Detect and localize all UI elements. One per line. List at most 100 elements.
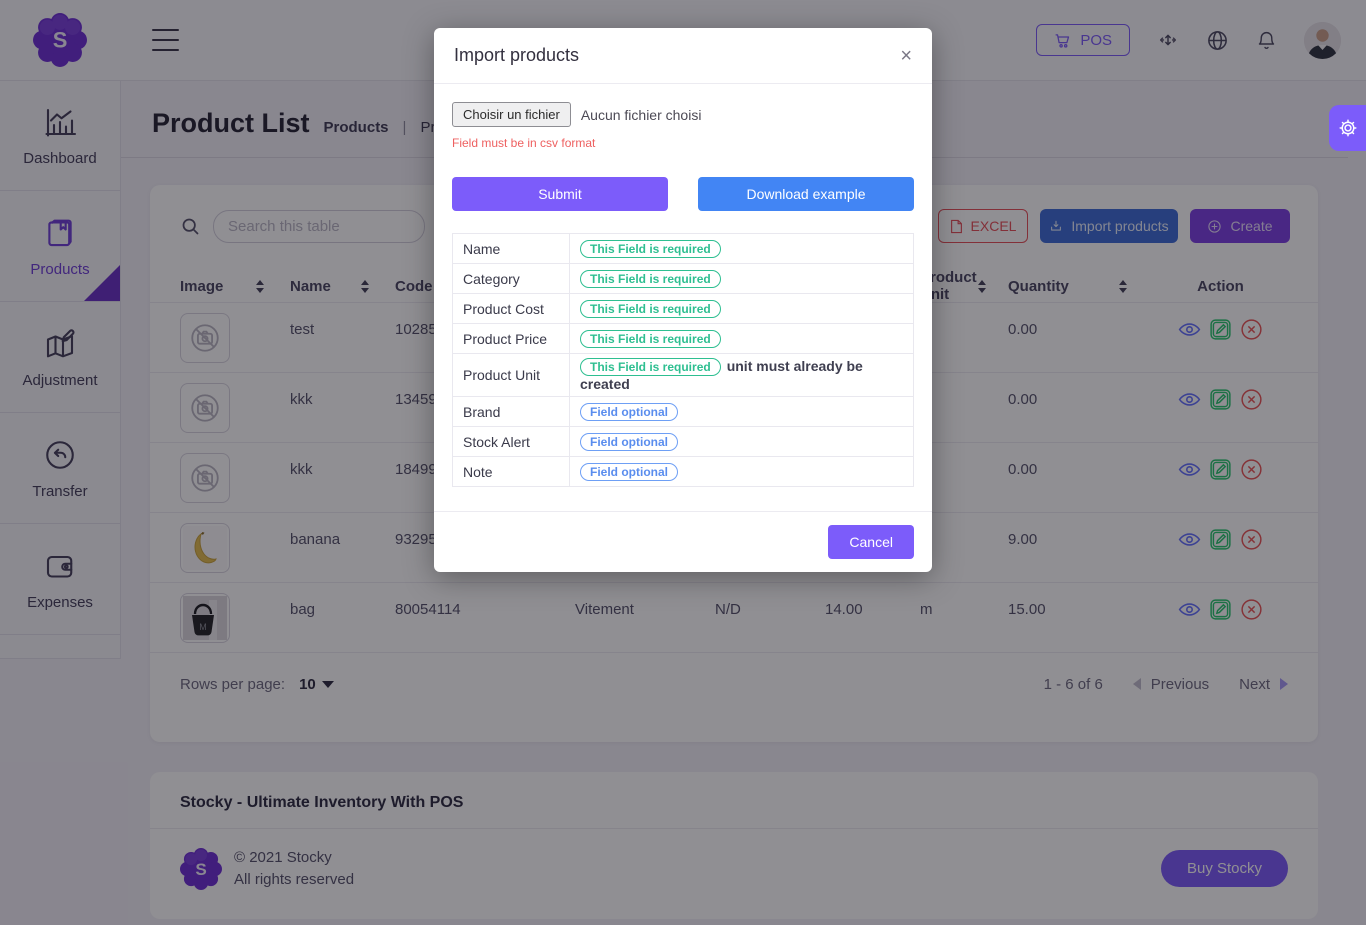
choose-file-button[interactable]: Choisir un fichier bbox=[452, 102, 571, 127]
view-eye-icon[interactable] bbox=[1177, 317, 1202, 342]
field-label: Product Cost bbox=[452, 293, 570, 324]
sidebar: Dashboard Products Adjustment Transfer E… bbox=[0, 80, 121, 659]
required-badge: This Field is required bbox=[580, 299, 721, 318]
cell-code: 18499 bbox=[395, 461, 437, 478]
sort-icon[interactable] bbox=[977, 279, 987, 293]
cell-code: 10285 bbox=[395, 321, 437, 338]
excel-export-button[interactable]: EXCEL bbox=[938, 209, 1028, 243]
notifications-bell-icon[interactable] bbox=[1256, 29, 1277, 52]
optional-badge: Field optional bbox=[580, 432, 678, 451]
sort-icon[interactable] bbox=[1118, 279, 1128, 293]
sort-icon[interactable] bbox=[255, 279, 265, 293]
cell-category: Vitement bbox=[575, 601, 634, 618]
adjustment-map-edit-icon bbox=[42, 326, 78, 362]
menu-toggle-icon[interactable] bbox=[152, 29, 179, 51]
gear-icon bbox=[1337, 117, 1359, 139]
delete-x-icon[interactable] bbox=[1239, 457, 1264, 482]
field-label: Stock Alert bbox=[452, 426, 570, 457]
column-header-quantity[interactable]: Quantity bbox=[1008, 278, 1153, 295]
sidebar-item-transfer[interactable]: Transfer bbox=[0, 413, 120, 524]
view-eye-icon[interactable] bbox=[1177, 457, 1202, 482]
edit-pencil-icon[interactable] bbox=[1208, 317, 1233, 342]
edit-pencil-icon[interactable] bbox=[1208, 597, 1233, 622]
optional-badge: Field optional bbox=[580, 462, 678, 481]
pos-button[interactable]: POS bbox=[1036, 24, 1130, 56]
stocky-logo-icon[interactable]: S bbox=[33, 13, 87, 67]
transfer-arrow-icon bbox=[42, 437, 78, 473]
required-badge: This Field is required bbox=[580, 269, 721, 288]
rows-per-page-select[interactable]: 10 bbox=[299, 676, 334, 693]
file-status-text: Aucun fichier choisi bbox=[580, 106, 702, 123]
import-products-modal: Import products × Choisir un fichier Auc… bbox=[434, 28, 932, 572]
sort-icon[interactable] bbox=[360, 279, 370, 293]
edit-pencil-icon[interactable] bbox=[1208, 527, 1233, 552]
required-badge: This Field is required bbox=[580, 358, 721, 376]
settings-gear-button[interactable] bbox=[1329, 105, 1366, 151]
field-label: Note bbox=[452, 456, 570, 487]
field-label: Product Unit bbox=[452, 353, 570, 397]
svg-text:S: S bbox=[195, 860, 206, 879]
file-icon bbox=[950, 219, 963, 234]
table-row: banana 93295 9.00 bbox=[150, 512, 1318, 582]
rows-per-page-label: Rows per page: bbox=[180, 675, 286, 693]
cell-name: kkk bbox=[290, 461, 313, 478]
page-title: Product List bbox=[152, 108, 310, 138]
sidebar-item-adjustment[interactable]: Adjustment bbox=[0, 302, 120, 413]
sidebar-item-products[interactable]: Products bbox=[0, 191, 120, 302]
cell-code: 13459 bbox=[395, 391, 437, 408]
import-products-button[interactable]: Import products bbox=[1040, 209, 1178, 243]
import-field-row: Stock Alert Field optional bbox=[452, 426, 914, 457]
delete-x-icon[interactable] bbox=[1239, 527, 1264, 552]
table-row: test 10285 0.00 bbox=[150, 302, 1318, 372]
product-image-banana bbox=[180, 523, 230, 573]
cell-quantity: 15.00 bbox=[1008, 601, 1046, 618]
sidebar-item-expenses[interactable]: Expenses bbox=[0, 524, 120, 635]
product-image-bag: M bbox=[180, 593, 230, 643]
breadcrumb-products[interactable]: Products bbox=[323, 119, 389, 136]
csv-format-helper: Field must be in csv format bbox=[452, 136, 596, 150]
column-header-name[interactable]: Name bbox=[290, 278, 395, 295]
next-page-button[interactable]: Next bbox=[1239, 676, 1288, 693]
language-globe-icon[interactable] bbox=[1206, 29, 1229, 52]
sidebar-item-dashboard[interactable]: Dashboard bbox=[0, 80, 120, 191]
import-field-row: Brand Field optional bbox=[452, 396, 914, 427]
search-input[interactable] bbox=[213, 209, 425, 243]
breadcrumb-separator: | bbox=[402, 119, 407, 136]
fullscreen-icon[interactable] bbox=[1157, 29, 1179, 51]
edit-pencil-icon[interactable] bbox=[1208, 457, 1233, 482]
import-field-row: Name This Field is required bbox=[452, 233, 914, 264]
view-eye-icon[interactable] bbox=[1177, 597, 1202, 622]
delete-x-icon[interactable] bbox=[1239, 597, 1264, 622]
import-fields-table: Name This Field is required Category Thi… bbox=[452, 233, 914, 487]
column-header-image[interactable]: Image bbox=[180, 278, 290, 295]
view-eye-icon[interactable] bbox=[1177, 387, 1202, 412]
view-eye-icon[interactable] bbox=[1177, 527, 1202, 552]
import-field-row: Category This Field is required bbox=[452, 263, 914, 294]
cell-unit: m bbox=[920, 601, 933, 618]
import-field-row: Product Unit This Field is required unit … bbox=[452, 353, 914, 397]
edit-pencil-icon[interactable] bbox=[1208, 387, 1233, 412]
pagination-bar: Rows per page: 10 1 - 6 of 6 Previous Ne… bbox=[150, 652, 1318, 715]
delete-x-icon[interactable] bbox=[1239, 387, 1264, 412]
delete-x-icon[interactable] bbox=[1239, 317, 1264, 342]
user-avatar[interactable] bbox=[1304, 21, 1341, 59]
chevron-left-icon bbox=[1132, 678, 1141, 690]
unit-note: unit must already be created bbox=[580, 358, 863, 392]
sidebar-item-label: Transfer bbox=[32, 482, 88, 500]
previous-page-button[interactable]: Previous bbox=[1132, 676, 1209, 693]
close-icon[interactable]: × bbox=[900, 44, 912, 67]
svg-text:M: M bbox=[199, 622, 207, 632]
modal-title: Import products bbox=[454, 45, 580, 65]
products-book-icon bbox=[43, 215, 77, 251]
cell-quantity: 0.00 bbox=[1008, 321, 1038, 338]
cancel-button[interactable]: Cancel bbox=[828, 525, 914, 559]
cell-quantity: 0.00 bbox=[1008, 391, 1038, 408]
chevron-down-icon bbox=[321, 680, 334, 688]
cell-name: kkk bbox=[290, 391, 313, 408]
buy-stocky-button[interactable]: Buy Stocky bbox=[1160, 850, 1288, 888]
download-example-button[interactable]: Download example bbox=[698, 177, 914, 211]
create-button[interactable]: Create bbox=[1190, 209, 1290, 243]
table-row: M bag 80054114 Vitement N/D 14.00 m 15.0… bbox=[150, 582, 1318, 652]
submit-button[interactable]: Submit bbox=[452, 177, 668, 211]
sidebar-item-label: Expenses bbox=[27, 593, 93, 611]
